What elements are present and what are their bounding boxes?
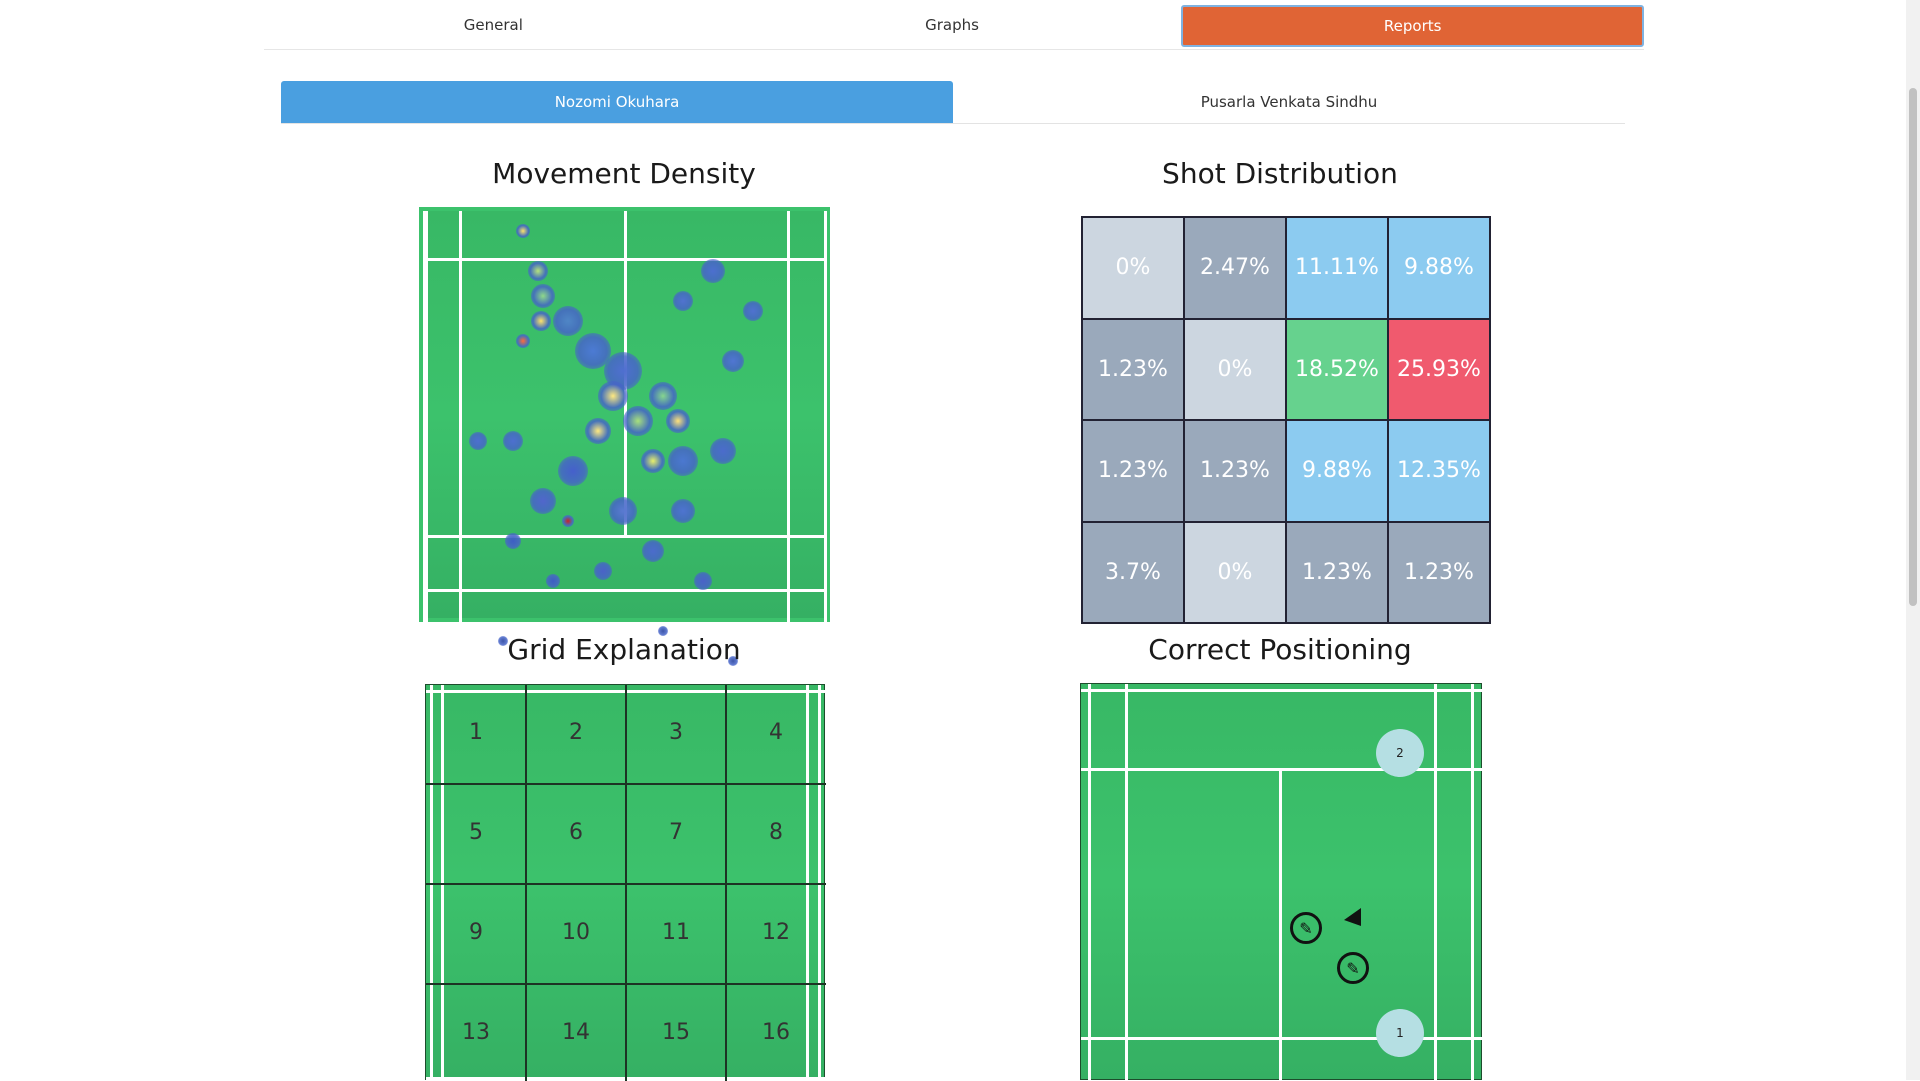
heat-point <box>658 626 668 636</box>
shot-cell: 25.93% <box>1388 318 1490 420</box>
heat-point <box>531 284 555 308</box>
grid-number: 9 <box>469 920 483 945</box>
heat-point <box>553 306 583 336</box>
heat-point <box>498 636 508 646</box>
heat-point <box>505 533 521 549</box>
grid-number: 11 <box>662 920 690 945</box>
heat-point <box>642 540 664 562</box>
grid-number: 15 <box>662 1020 690 1045</box>
shot-cell: 1.23% <box>1286 521 1388 623</box>
grid-explanation-title: Grid Explanation <box>507 633 741 666</box>
shot-distribution-heatmap: 0% 2.47% 11.11% 9.88% 1.23% 0% 18.52% 25.93% 1.2… <box>1081 216 1491 624</box>
heat-point <box>546 574 560 588</box>
heat-point <box>701 259 725 283</box>
heat-point <box>623 406 653 436</box>
grid-number: 5 <box>469 820 483 845</box>
racket-icon: ✎ <box>1337 952 1369 984</box>
heat-point <box>743 301 763 321</box>
heat-point <box>516 334 530 348</box>
position-circle-1: 1 <box>1376 1009 1424 1057</box>
grid-number: 6 <box>569 820 583 845</box>
grid-number: 1 <box>469 720 483 745</box>
grid-number: 16 <box>762 1020 790 1045</box>
heat-point <box>609 497 637 525</box>
correct-positioning-title: Correct Positioning <box>1148 633 1412 666</box>
heat-point <box>722 350 744 372</box>
shot-cell: 18.52% <box>1286 318 1388 420</box>
movement-density-court <box>419 207 830 666</box>
heat-point <box>530 488 556 514</box>
grid-number: 8 <box>769 820 783 845</box>
correct-positioning-court: 2 1 ✎ ✎ <box>1080 683 1483 1081</box>
shot-cell: 2.47% <box>1184 217 1286 319</box>
heat-point <box>516 224 530 238</box>
tab-player-nozomi-okuhara[interactable]: Nozomi Okuhara <box>281 81 953 123</box>
tab-player-pusarla-venkata-sindhu[interactable]: Pusarla Venkata Sindhu <box>1200 93 1378 111</box>
heat-point <box>558 456 588 486</box>
shot-cell: 1.23% <box>1184 420 1286 522</box>
heat-point <box>641 449 665 473</box>
grid-explanation-court: 1 2 3 4 5 6 7 8 9 10 11 12 13 14 15 16 <box>425 684 826 1081</box>
heat-point <box>598 381 628 411</box>
heat-point <box>469 432 487 450</box>
heat-point <box>531 311 551 331</box>
grid-number: 4 <box>769 720 783 745</box>
shot-cell: 12.35% <box>1388 420 1490 522</box>
heat-point <box>649 382 677 410</box>
shot-distribution-title: Shot Distribution <box>1162 157 1398 190</box>
tab-general[interactable]: General <box>463 15 523 34</box>
heat-point <box>673 291 693 311</box>
heat-point <box>728 656 738 666</box>
heat-point <box>562 515 574 527</box>
movement-density-title: Movement Density <box>492 157 756 190</box>
shot-cell: 0% <box>1184 318 1286 420</box>
grid-number: 2 <box>569 720 583 745</box>
direction-arrow-icon <box>1344 908 1361 926</box>
player-navigation: Nozomi Okuhara Pusarla Venkata Sindhu <box>281 81 1625 124</box>
position-circle-2: 2 <box>1376 729 1424 777</box>
heat-point <box>503 431 523 451</box>
heat-point <box>668 446 698 476</box>
grid-number: 12 <box>762 920 790 945</box>
racket-icon: ✎ <box>1290 912 1322 944</box>
shot-cell: 1.23% <box>1388 521 1490 623</box>
heat-point <box>666 409 690 433</box>
grid-number: 7 <box>669 820 683 845</box>
grid-number: 10 <box>562 920 590 945</box>
scrollbar[interactable] <box>1906 0 1920 1080</box>
heat-point <box>710 438 736 464</box>
shot-cell: 1.23% <box>1082 420 1184 522</box>
grid-number: 3 <box>669 720 683 745</box>
scrollbar-thumb[interactable] <box>1909 88 1917 606</box>
shot-cell: 0% <box>1082 217 1184 319</box>
shot-cell: 9.88% <box>1286 420 1388 522</box>
grid-number: 14 <box>562 1020 590 1045</box>
shot-cell: 9.88% <box>1388 217 1490 319</box>
top-navigation: General Graphs Reports <box>264 0 1645 50</box>
heat-point <box>585 418 611 444</box>
shot-cell: 11.11% <box>1286 217 1388 319</box>
shot-cell: 1.23% <box>1082 318 1184 420</box>
heat-point <box>671 499 695 523</box>
grid-number: 13 <box>462 1020 490 1045</box>
heat-point <box>594 562 612 580</box>
tab-reports[interactable]: Reports <box>1181 5 1645 47</box>
shot-cell: 0% <box>1184 521 1286 623</box>
tab-graphs[interactable]: Graphs <box>925 15 979 34</box>
heat-point <box>694 572 712 590</box>
shot-cell: 3.7% <box>1082 521 1184 623</box>
heat-point <box>528 261 548 281</box>
